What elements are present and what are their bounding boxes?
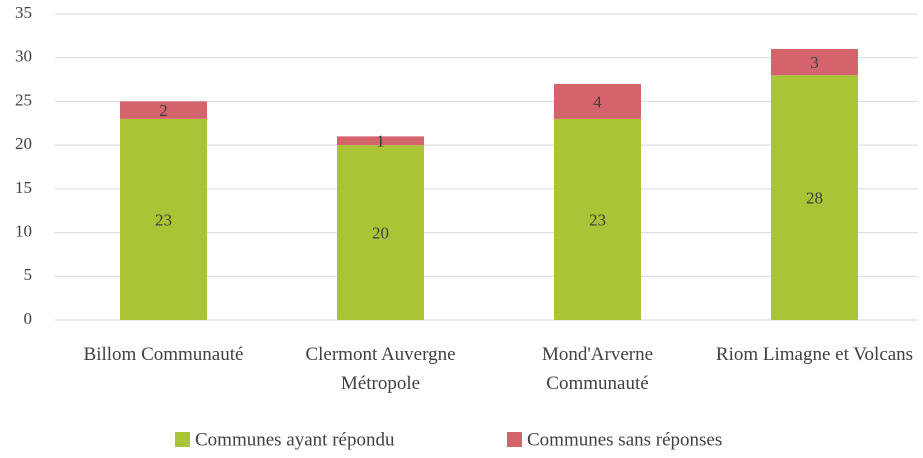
- legend-swatch: [175, 432, 190, 447]
- y-tick-label: 30: [15, 47, 32, 66]
- y-tick-label: 15: [15, 178, 32, 197]
- y-tick-label: 20: [15, 134, 32, 153]
- bar-segment: [771, 48, 858, 76]
- x-tick-label: Riom Limagne et Volcans: [715, 344, 914, 365]
- data-label: 3: [810, 53, 819, 72]
- data-label: 2: [159, 101, 168, 120]
- data-label: 23: [155, 210, 172, 229]
- y-tick-label: 5: [24, 265, 33, 284]
- data-label: 23: [589, 210, 606, 229]
- data-label: 28: [806, 189, 823, 208]
- bar-segment: [337, 136, 424, 146]
- y-tick-label: 10: [15, 221, 32, 240]
- x-tick-label: Clermont Auvergne Métropole: [305, 344, 456, 394]
- legend-swatch: [507, 432, 522, 447]
- y-tick-label: 25: [15, 90, 32, 109]
- bar-segment: [554, 83, 641, 119]
- data-label: 4: [593, 92, 602, 111]
- y-tick-label: 0: [24, 309, 33, 328]
- bar-segment: [771, 75, 858, 320]
- y-tick-label: 35: [15, 3, 32, 22]
- data-label: 20: [372, 223, 389, 242]
- x-tick-label: Mond'Arverne Communauté: [541, 344, 654, 394]
- legend-label: Communes ayant répondu: [195, 429, 395, 450]
- data-label: 1: [376, 132, 385, 151]
- bar-segment: [120, 118, 207, 321]
- bar-segment: [120, 101, 207, 119]
- x-tick-label: Billom Communauté: [83, 344, 244, 365]
- legend-label: Communes sans réponses: [527, 429, 722, 450]
- bar-segment: [554, 118, 641, 321]
- bar-segment: [337, 145, 424, 320]
